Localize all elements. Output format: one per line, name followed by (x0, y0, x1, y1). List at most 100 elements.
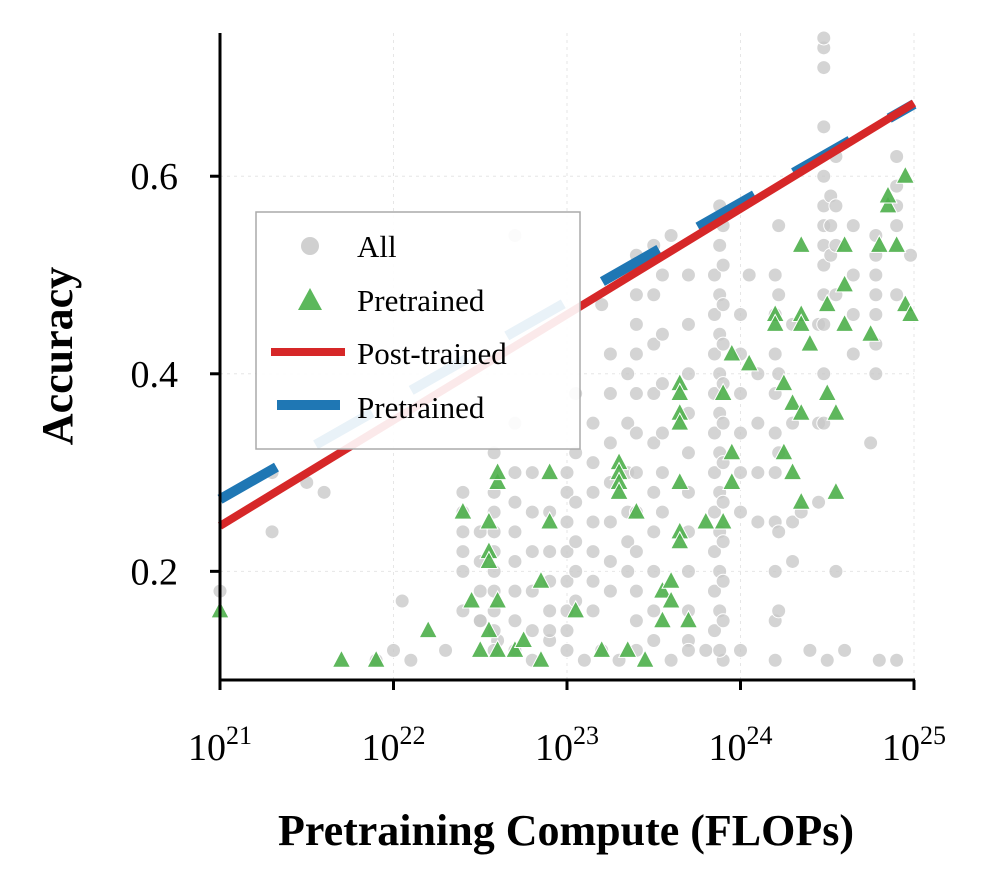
all-data-point (889, 218, 905, 234)
all-data-point (706, 346, 722, 362)
all-data-point (706, 504, 722, 520)
pretrained-data-point (669, 382, 690, 402)
all-data-point (750, 415, 766, 431)
all-data-point (472, 583, 488, 599)
x-tick-label: 1025 (882, 721, 946, 769)
pretrained-data-point (774, 372, 794, 392)
all-data-point (767, 465, 783, 481)
all-data-point (559, 544, 575, 560)
pretrained-points-series (210, 165, 921, 668)
all-data-point (403, 652, 419, 668)
pretrained-data-point (834, 234, 855, 253)
all-data-point (628, 583, 644, 599)
all-data-point (542, 603, 558, 619)
pretrained-data-point (652, 609, 673, 629)
all-data-point (733, 307, 748, 323)
all-data-point (706, 544, 722, 560)
all-data-point (680, 366, 696, 382)
legend-all-marker (301, 237, 319, 255)
pretrained-data-point (782, 461, 803, 481)
pretrained-data-point (713, 510, 733, 530)
all-data-point (715, 613, 731, 629)
pretrained-data-point (652, 580, 673, 599)
all-data-point (706, 267, 722, 283)
pretrained-data-point (739, 352, 760, 372)
all-data-point (559, 514, 575, 530)
all-data-point (620, 534, 636, 550)
legend-all-label: All (357, 229, 397, 264)
all-data-point (837, 642, 853, 658)
all-data-point (715, 534, 731, 550)
all-data-point (741, 267, 757, 283)
pretrained-data-point (453, 501, 473, 520)
pretrained-data-point (531, 570, 551, 589)
all-data-point (628, 287, 644, 303)
pretrained-data-point (834, 313, 855, 332)
pretrained-data-point (834, 273, 855, 293)
pretrained-data-point (609, 481, 629, 500)
all-data-point (646, 287, 662, 303)
all-data-point (712, 237, 728, 253)
all-data-point (706, 583, 722, 599)
all-data-point (438, 642, 454, 658)
x-tick-label: 1024 (709, 721, 773, 769)
all-data-point (767, 652, 783, 668)
all-data-point (628, 386, 644, 402)
all-data-point (733, 642, 748, 658)
all-data-point (654, 504, 670, 520)
legend-pretrained-label: Pretrained (357, 283, 485, 318)
all-data-point (845, 307, 861, 323)
pretrained-data-point (591, 639, 612, 658)
all-data-point (680, 563, 696, 579)
pretrained-data-point (565, 599, 586, 619)
legend-post-trained-label: Post-trained (357, 336, 507, 371)
all-data-point (715, 336, 731, 352)
all-data-point (646, 484, 662, 500)
pretrained-data-point (539, 510, 560, 530)
y-tick-label: 0.4 (131, 354, 179, 396)
all-data-point (386, 642, 401, 658)
all-data-point (680, 267, 696, 283)
all-data-point (889, 148, 905, 164)
pretrained-data-point (479, 510, 499, 530)
all-data-point (646, 603, 662, 619)
all-data-point (771, 524, 787, 540)
legend: All Pretrained Post-trained Pretrained (255, 211, 581, 450)
all-data-point (455, 524, 471, 540)
pretrained-data-point (791, 234, 812, 253)
pretrained-data-point (531, 649, 551, 668)
all-data-point (903, 247, 919, 263)
pretrained-data-point (513, 629, 534, 648)
pretrained-data-point (791, 313, 812, 332)
all-data-point (559, 573, 575, 589)
all-data-point (585, 514, 601, 530)
all-data-point (715, 415, 731, 431)
all-data-point (680, 445, 696, 461)
pretrained-data-point (461, 589, 482, 609)
all-data-point (602, 346, 618, 362)
all-data-point (602, 514, 618, 530)
pretrained-data-point (878, 184, 898, 204)
all-data-point (524, 623, 540, 639)
all-data-point (845, 267, 861, 283)
all-data-point (733, 425, 748, 441)
all-data-point (628, 346, 644, 362)
all-data-point (646, 563, 662, 579)
all-data-point (889, 652, 905, 668)
pretrained-data-point (721, 342, 742, 362)
all-data-point (654, 376, 670, 392)
all-data-point (845, 346, 861, 362)
pretrained-data-point (817, 382, 838, 402)
x-tick-label: 1022 (362, 721, 426, 769)
all-data-point (663, 227, 679, 243)
pretrained-data-point (791, 491, 812, 510)
pretrained-data-point (626, 501, 647, 520)
pretrained-data-point (791, 402, 812, 421)
all-data-point (620, 563, 636, 579)
all-data-point (524, 544, 540, 560)
all-data-point (828, 563, 844, 579)
all-data-point (559, 465, 575, 481)
all-data-point (845, 218, 861, 234)
pretrained-data-point (721, 471, 742, 490)
pretrained-data-point (895, 165, 916, 184)
